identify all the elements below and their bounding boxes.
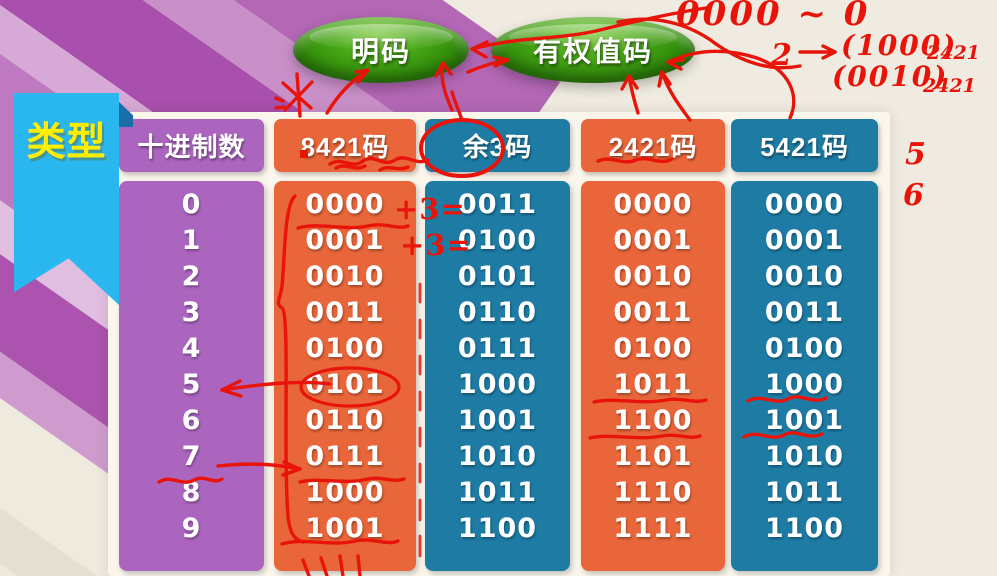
table-cell: 0000 xyxy=(305,189,385,220)
table-cell: 1100 xyxy=(457,513,538,544)
table-cell: 0010 xyxy=(305,261,385,292)
table-column-cells-1: 0000 0001 0010 0011 0100 0101 0110 0111 1000 1001 xyxy=(274,181,416,571)
table-cell: 0010 xyxy=(613,261,693,292)
table-cell: 0000 xyxy=(613,189,693,220)
table-header-0[interactable]: 十进制数 xyxy=(119,119,264,172)
table-cell: 1110 xyxy=(613,477,693,508)
table-column-3: 2421码 0000 0001 0010 0011 0100 1011 1100 1101 111… xyxy=(581,119,725,571)
note-margin-6: 6 xyxy=(903,178,924,213)
table-cell: 1001 xyxy=(457,405,538,436)
note-0010-2421: (0010) xyxy=(832,60,949,93)
note-0010-2421-subscript: 2421 xyxy=(923,75,976,97)
table-cell: 1011 xyxy=(764,477,845,508)
table-cell: 0011 xyxy=(764,297,845,328)
table-cell: 0011 xyxy=(613,297,693,328)
table-cell: 1011 xyxy=(457,477,538,508)
table-cell: 1100 xyxy=(764,513,845,544)
note-1000-2421-subscript: 2421 xyxy=(927,42,980,64)
note-digit-2: 2 xyxy=(771,38,792,73)
table-cell: 1010 xyxy=(457,441,538,472)
table-cell: 0011 xyxy=(305,297,385,328)
table-cell: 1 xyxy=(181,225,202,256)
table-cell: 1001 xyxy=(305,513,385,544)
table-cell: 0110 xyxy=(457,297,538,328)
table-column-cells-3: 0000 0001 0010 0011 0100 1011 1100 1101 1110 1111 xyxy=(581,181,725,571)
table-cell: 0001 xyxy=(613,225,693,256)
table-cell: 0 xyxy=(181,189,202,220)
table-cell: 0101 xyxy=(305,369,385,400)
table-cell: 7 xyxy=(181,441,202,472)
table-cell: 1000 xyxy=(457,369,538,400)
table-header-4[interactable]: 5421码 xyxy=(731,119,878,172)
table-cell: 4 xyxy=(181,333,202,364)
table-cell: 0100 xyxy=(613,333,693,364)
ribbon-label: 类型 xyxy=(26,121,107,164)
table-cell: 0111 xyxy=(305,441,385,472)
note-plus3-row1: +3= xyxy=(400,228,472,262)
table-cell: 1001 xyxy=(764,405,845,436)
table-cell: 0101 xyxy=(457,261,538,292)
table-header-1[interactable]: 8421码 xyxy=(274,119,416,172)
table-cell: 3 xyxy=(181,297,202,328)
table-column-cells-2: 0011 0100 0101 0110 0111 1000 1001 1010 1011 1100 xyxy=(425,181,570,571)
pill-weighted-code[interactable]: 有权值码 xyxy=(491,17,695,83)
table-column-2: 余3码 0011 0100 0101 0110 0111 1000 1001 1010 1011 1… xyxy=(425,119,570,571)
table-header-2[interactable]: 余3码 xyxy=(425,119,570,172)
table-cell: 0010 xyxy=(764,261,845,292)
table-column-0: 十进制数 0 1 2 3 4 5 6 7 8 9 xyxy=(119,119,264,571)
table-cell: 1010 xyxy=(764,441,845,472)
table-cell: 0000 xyxy=(764,189,845,220)
table-column-1: 8421码 0000 0001 0010 0011 0100 0101 0110 0111 100… xyxy=(274,119,416,571)
table-cell: 1011 xyxy=(613,369,693,400)
table-cell: 0001 xyxy=(305,225,385,256)
table-cell: 0100 xyxy=(457,225,538,256)
table-cell: 0011 xyxy=(457,189,538,220)
pill-plain-code[interactable]: 明码 xyxy=(293,17,469,83)
table-cell: 0001 xyxy=(764,225,845,256)
type-ribbon: 类型 xyxy=(14,93,133,305)
table-cell: 2 xyxy=(181,261,202,292)
table-cell: 6 xyxy=(181,405,202,436)
table-cell: 9 xyxy=(181,513,202,544)
table-cell: 1000 xyxy=(764,369,845,400)
table-cell: 1000 xyxy=(305,477,385,508)
table-cell: 1101 xyxy=(613,441,693,472)
note-margin-5: 5 xyxy=(905,137,926,172)
note-plus3-row0: +3= xyxy=(394,192,466,226)
table-column-cells-4: 0000 0001 0010 0011 0100 1000 1001 1010 1011 1100 xyxy=(731,181,878,571)
table-cell: 0100 xyxy=(764,333,845,364)
table-cell: 0100 xyxy=(305,333,385,364)
pill-weighted-code-label: 有权值码 xyxy=(532,36,653,67)
table-cell: 0111 xyxy=(457,333,538,364)
table-cell: 1100 xyxy=(613,405,693,436)
table-column-4: 5421码 0000 0001 0010 0011 0100 1000 1001 1010 101… xyxy=(731,119,878,571)
table-header-3[interactable]: 2421码 xyxy=(581,119,725,172)
table-cell: 5 xyxy=(181,369,202,400)
table-cell: 8 xyxy=(181,477,202,508)
table-cell: 1111 xyxy=(613,513,693,544)
pill-plain-code-label: 明码 xyxy=(350,36,411,67)
note-1000-2421: (1000) xyxy=(841,29,958,62)
table-column-cells-0: 0 1 2 3 4 5 6 7 8 9 xyxy=(119,181,264,571)
table-cell: 0110 xyxy=(305,405,385,436)
